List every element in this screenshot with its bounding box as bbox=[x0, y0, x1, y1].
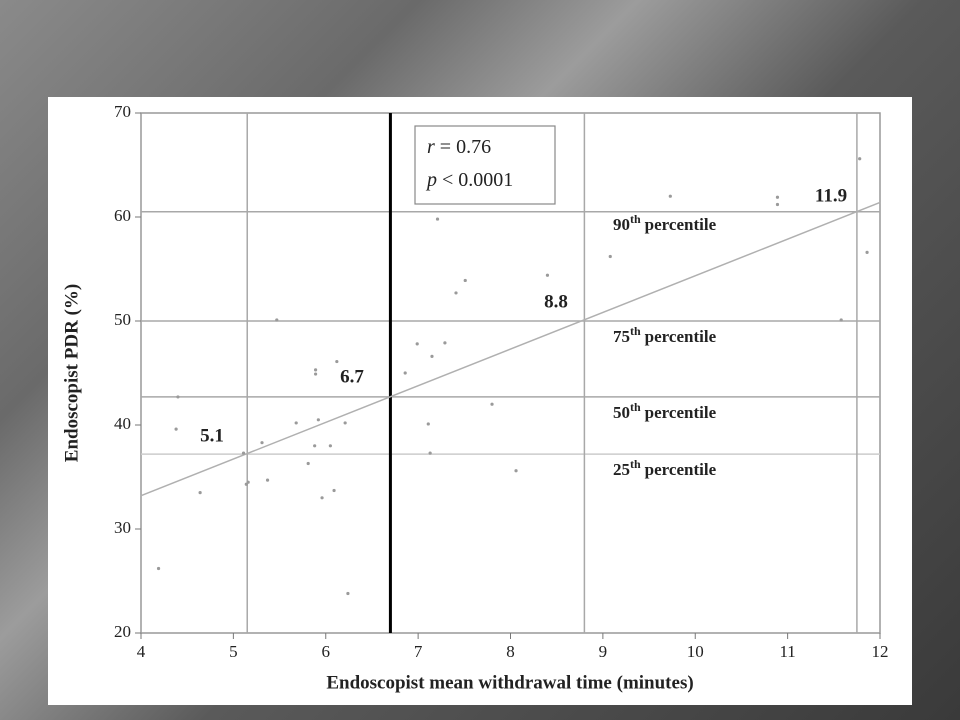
data-point bbox=[608, 254, 612, 259]
y-tick-label: 20 bbox=[114, 622, 131, 641]
data-point bbox=[241, 451, 246, 455]
data-point bbox=[316, 418, 320, 422]
y-tick-label: 50 bbox=[114, 310, 131, 329]
data-point bbox=[246, 480, 250, 484]
data-point bbox=[320, 496, 324, 500]
data-point bbox=[174, 427, 178, 431]
annotation: 8.8 bbox=[544, 291, 568, 312]
data-point bbox=[435, 217, 440, 221]
data-point bbox=[490, 402, 494, 406]
x-axis-label: Endoscopist mean withdrawal time (minute… bbox=[326, 672, 693, 693]
data-point bbox=[244, 482, 248, 486]
x-tick-label: 11 bbox=[779, 642, 795, 661]
data-point bbox=[454, 291, 458, 295]
data-point bbox=[545, 273, 550, 277]
data-point bbox=[198, 491, 202, 495]
x-tick-label: 10 bbox=[687, 642, 704, 661]
percentile-suffix: th bbox=[630, 212, 641, 226]
y-axis-label: Endoscopist PDR (%) bbox=[61, 284, 82, 462]
data-point bbox=[313, 372, 318, 376]
percentile-label: 25th percentile bbox=[613, 457, 717, 479]
data-point bbox=[430, 354, 434, 358]
data-point bbox=[275, 318, 279, 322]
data-point bbox=[403, 371, 407, 375]
percentile-suffix: th bbox=[630, 457, 641, 471]
data-point bbox=[865, 250, 869, 254]
data-point bbox=[775, 195, 780, 199]
annotation: 5.1 bbox=[200, 425, 224, 446]
data-point bbox=[839, 318, 843, 322]
y-tick-label: 40 bbox=[114, 414, 131, 433]
percentile-label: 50th percentile bbox=[613, 400, 717, 422]
percentile-label: 90th percentile bbox=[613, 212, 717, 234]
data-point bbox=[346, 591, 350, 596]
data-point bbox=[463, 278, 467, 283]
data-point bbox=[313, 368, 318, 372]
data-point bbox=[668, 194, 672, 198]
data-point bbox=[343, 421, 347, 425]
data-point bbox=[775, 202, 780, 207]
x-tick-label: 12 bbox=[872, 642, 889, 661]
stats-text: < 0.0001 bbox=[442, 169, 513, 191]
x-tick-label: 5 bbox=[229, 642, 238, 661]
data-point bbox=[332, 488, 336, 493]
percentile-text: percentile bbox=[645, 215, 717, 234]
data-point bbox=[156, 566, 161, 571]
percentile-ordinal: 25 bbox=[613, 460, 630, 479]
y-tick-label: 60 bbox=[114, 206, 131, 225]
annotation: 11.9 bbox=[815, 185, 847, 206]
data-point bbox=[265, 478, 270, 482]
percentile-ordinal: 75 bbox=[613, 327, 630, 346]
percentile-suffix: th bbox=[630, 400, 641, 414]
data-point bbox=[176, 395, 180, 399]
data-point bbox=[443, 341, 447, 345]
data-point bbox=[514, 469, 518, 473]
data-point bbox=[335, 359, 339, 364]
data-point bbox=[328, 444, 332, 448]
y-tick-label: 30 bbox=[114, 518, 131, 537]
data-point bbox=[415, 342, 419, 346]
percentile-text: percentile bbox=[645, 327, 717, 346]
stats-symbol: r bbox=[427, 136, 435, 158]
percentile-text: percentile bbox=[645, 403, 717, 422]
percentile-text: percentile bbox=[645, 460, 717, 479]
x-tick-label: 9 bbox=[599, 642, 608, 661]
stats-line: p < 0.0001 bbox=[425, 169, 513, 191]
stats-symbol: p bbox=[425, 169, 437, 191]
percentile-label: 75th percentile bbox=[613, 324, 717, 346]
x-tick-label: 6 bbox=[322, 642, 331, 661]
stats-box bbox=[414, 125, 556, 205]
stats-line: r = 0.76 bbox=[427, 136, 491, 158]
data-point bbox=[426, 422, 430, 426]
data-point bbox=[858, 157, 862, 161]
trend-line bbox=[140, 201, 881, 497]
data-point bbox=[260, 441, 264, 445]
data-point bbox=[306, 461, 310, 466]
percentile-ordinal: 90 bbox=[613, 215, 630, 234]
data-point bbox=[428, 451, 432, 455]
annotation: 6.7 bbox=[340, 366, 364, 387]
data-point bbox=[294, 421, 298, 425]
data-point bbox=[313, 444, 317, 448]
x-tick-label: 8 bbox=[506, 642, 515, 661]
stats-text: = 0.76 bbox=[440, 136, 491, 158]
percentile-ordinal: 50 bbox=[613, 403, 630, 422]
x-tick-label: 7 bbox=[414, 642, 423, 661]
y-tick-label: 70 bbox=[114, 102, 131, 121]
percentile-suffix: th bbox=[630, 324, 641, 338]
x-tick-label: 4 bbox=[137, 642, 146, 661]
